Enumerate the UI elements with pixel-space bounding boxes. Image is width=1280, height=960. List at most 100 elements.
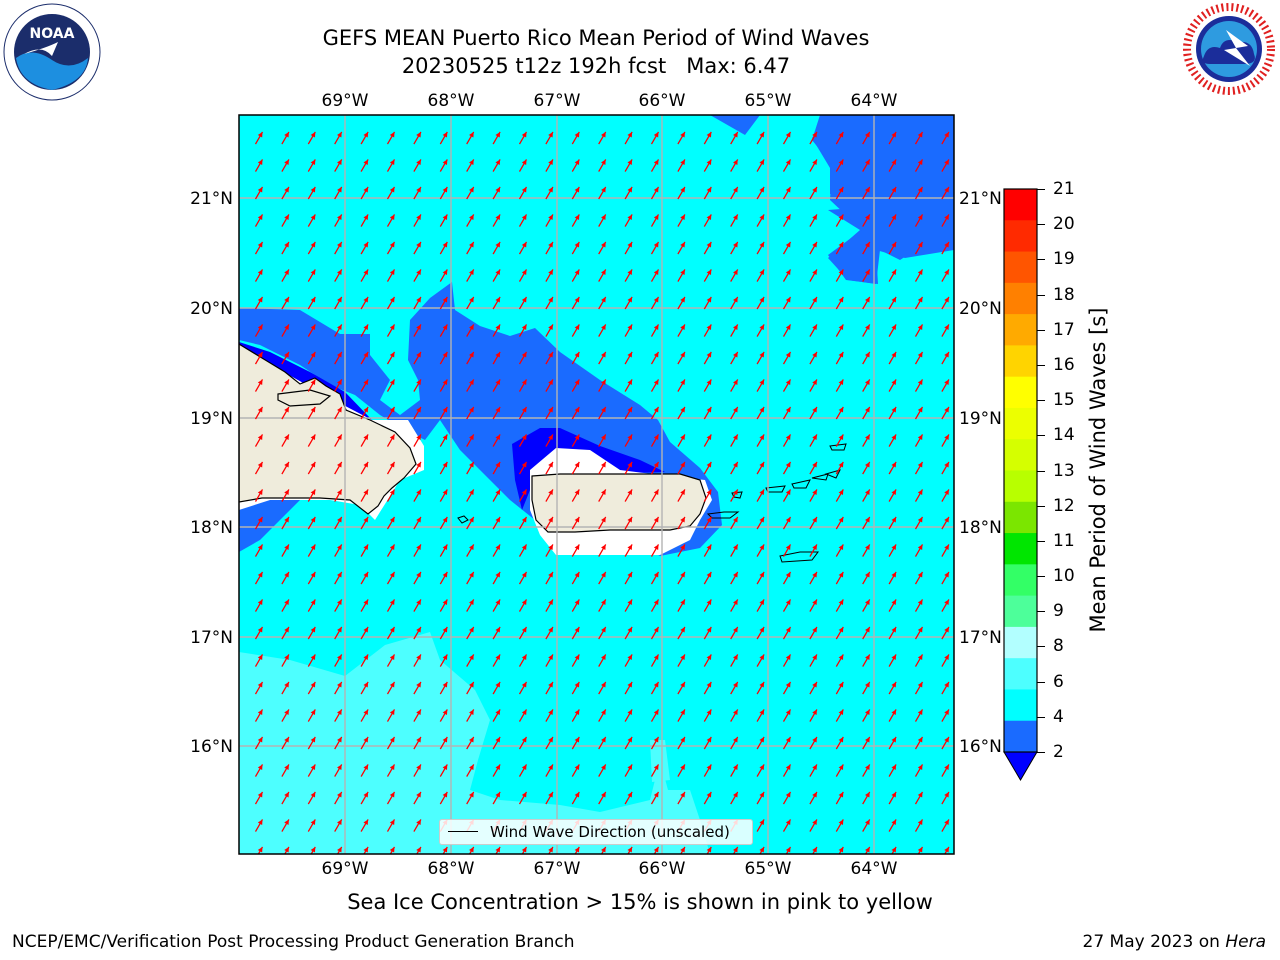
wave-direction-arrowhead (785, 296, 791, 303)
footer-date: 27 May 2023 on Hera (1083, 932, 1267, 952)
wave-direction-arrowhead (574, 214, 580, 221)
wave-direction-arrowhead (284, 406, 289, 413)
wave-direction-arrowhead (548, 461, 553, 468)
wave-direction-arrowhead (838, 681, 844, 688)
wave-direction-arrowhead (257, 819, 263, 826)
wave-direction-arrowhead (680, 434, 685, 441)
wave-direction-arrowhead (416, 379, 421, 386)
wave-direction-arrowhead (574, 379, 580, 386)
wave-direction-arrowhead (416, 406, 421, 413)
wave-direction-arrowhead (416, 269, 421, 276)
wave-direction-arrowhead (389, 791, 395, 798)
wave-direction-arrowhead (284, 599, 289, 606)
wave-direction-arrowhead (733, 736, 738, 743)
wave-direction-arrowhead (521, 379, 527, 386)
wave-direction-arrowhead (548, 681, 553, 688)
wave-direction-arrowhead (891, 626, 897, 633)
wave-direction-arrowhead (785, 654, 791, 661)
wave-direction-arrowhead (706, 654, 712, 661)
lon-label-bottom: 66°W (639, 859, 686, 879)
wave-direction-arrowhead (548, 846, 553, 853)
wave-direction-arrowhead (257, 434, 263, 441)
wave-direction-arrowhead (812, 736, 817, 743)
wave-direction-arrowhead (416, 489, 421, 496)
wave-direction-arrowhead (521, 791, 527, 798)
wave-direction-arrowhead (601, 131, 606, 138)
wave-direction-arrowhead (469, 406, 474, 413)
wave-direction-arrowhead (653, 159, 659, 166)
wave-direction-arrowhead (680, 599, 685, 606)
wave-direction-arrowhead (627, 764, 633, 771)
wave-direction-arrowhead (389, 351, 395, 358)
wave-direction-arrowhead (944, 681, 949, 688)
wave-direction-arrowhead (865, 241, 870, 248)
wave-direction-arrowhead (627, 406, 633, 413)
wave-direction-arrowhead (257, 379, 263, 386)
wave-direction-arrowhead (574, 571, 580, 578)
wave-direction-arrowhead (548, 186, 553, 193)
wave-direction-arrowhead (469, 131, 474, 138)
wave-direction-arrowhead (891, 544, 897, 551)
wave-direction-arrowhead (495, 324, 501, 331)
wave-direction-arrowhead (469, 599, 474, 606)
wave-direction-arrowhead (469, 626, 474, 633)
wave-direction-arrowhead (653, 324, 659, 331)
wave-direction-arrowhead (257, 764, 263, 771)
lon-label-top: 67°W (534, 91, 581, 111)
wave-direction-arrowhead (416, 159, 421, 166)
colorbar-segment (1004, 189, 1037, 221)
wave-direction-arrowhead (601, 654, 606, 661)
wave-direction-arrowhead (363, 351, 369, 358)
wave-direction-arrowhead (759, 791, 765, 798)
wave-direction-arrowhead (785, 599, 791, 606)
wave-direction-arrowhead (548, 516, 553, 523)
wave-direction-arrowhead (838, 846, 844, 853)
wave-direction-arrowhead (680, 324, 685, 331)
wave-direction-arrowhead (706, 296, 712, 303)
wave-direction-arrowhead (521, 489, 527, 496)
lon-label-bottom: 69°W (322, 859, 369, 879)
wave-direction-arrowhead (680, 406, 685, 413)
wave-direction-arrowhead (865, 186, 870, 193)
wave-direction-arrowhead (812, 764, 817, 771)
wave-direction-arrowhead (284, 351, 289, 358)
wave-direction-arrowhead (627, 434, 633, 441)
wave-direction-arrowhead (257, 461, 263, 468)
wave-direction-arrowhead (284, 681, 289, 688)
colorbar-tick-mark (1037, 470, 1045, 472)
wave-direction-arrowhead (310, 434, 316, 441)
wave-direction-arrowhead (601, 186, 606, 193)
wave-direction-arrowhead (257, 131, 263, 138)
wave-direction-arrowhead (416, 709, 421, 716)
wave-direction-arrowhead (653, 599, 659, 606)
wave-direction-arrowhead (310, 269, 316, 276)
wave-direction-arrowhead (495, 571, 501, 578)
wave-direction-arrowhead (785, 544, 791, 551)
graticule (239, 115, 954, 854)
wave-direction-arrowhead (389, 819, 395, 826)
wave-direction-arrowhead (706, 214, 712, 221)
wave-direction-arrowhead (865, 379, 870, 386)
wave-direction-arrowhead (442, 791, 448, 798)
wave-direction-arrowhead (653, 846, 659, 853)
wave-direction-arrowhead (310, 131, 316, 138)
wave-direction-arrowhead (838, 516, 844, 523)
wind-wave-direction-arrows (254, 131, 950, 854)
wave-direction-arrowhead (389, 516, 395, 523)
wave-direction-arrowhead (521, 324, 527, 331)
wave-direction-arrowhead (363, 736, 369, 743)
wave-direction-arrowhead (442, 324, 448, 331)
wave-direction-arrowhead (812, 159, 817, 166)
wave-direction-arrowhead (680, 489, 685, 496)
wave-direction-arrowhead (389, 571, 395, 578)
wave-direction-arrowhead (337, 241, 342, 248)
colorbar-tick-label: 15 (1053, 390, 1075, 411)
wave-direction-arrowhead (337, 709, 342, 716)
wave-direction-arrowhead (759, 131, 765, 138)
wave-direction-arrowhead (337, 461, 342, 468)
colorbar-label: Mean Period of Wind Waves [s] (1086, 307, 1110, 633)
colorbar-tick-label: 13 (1053, 460, 1075, 481)
wave-direction-arrowhead (521, 241, 527, 248)
wave-direction-arrowhead (416, 819, 421, 826)
colorbar-tick-mark (1037, 681, 1045, 683)
